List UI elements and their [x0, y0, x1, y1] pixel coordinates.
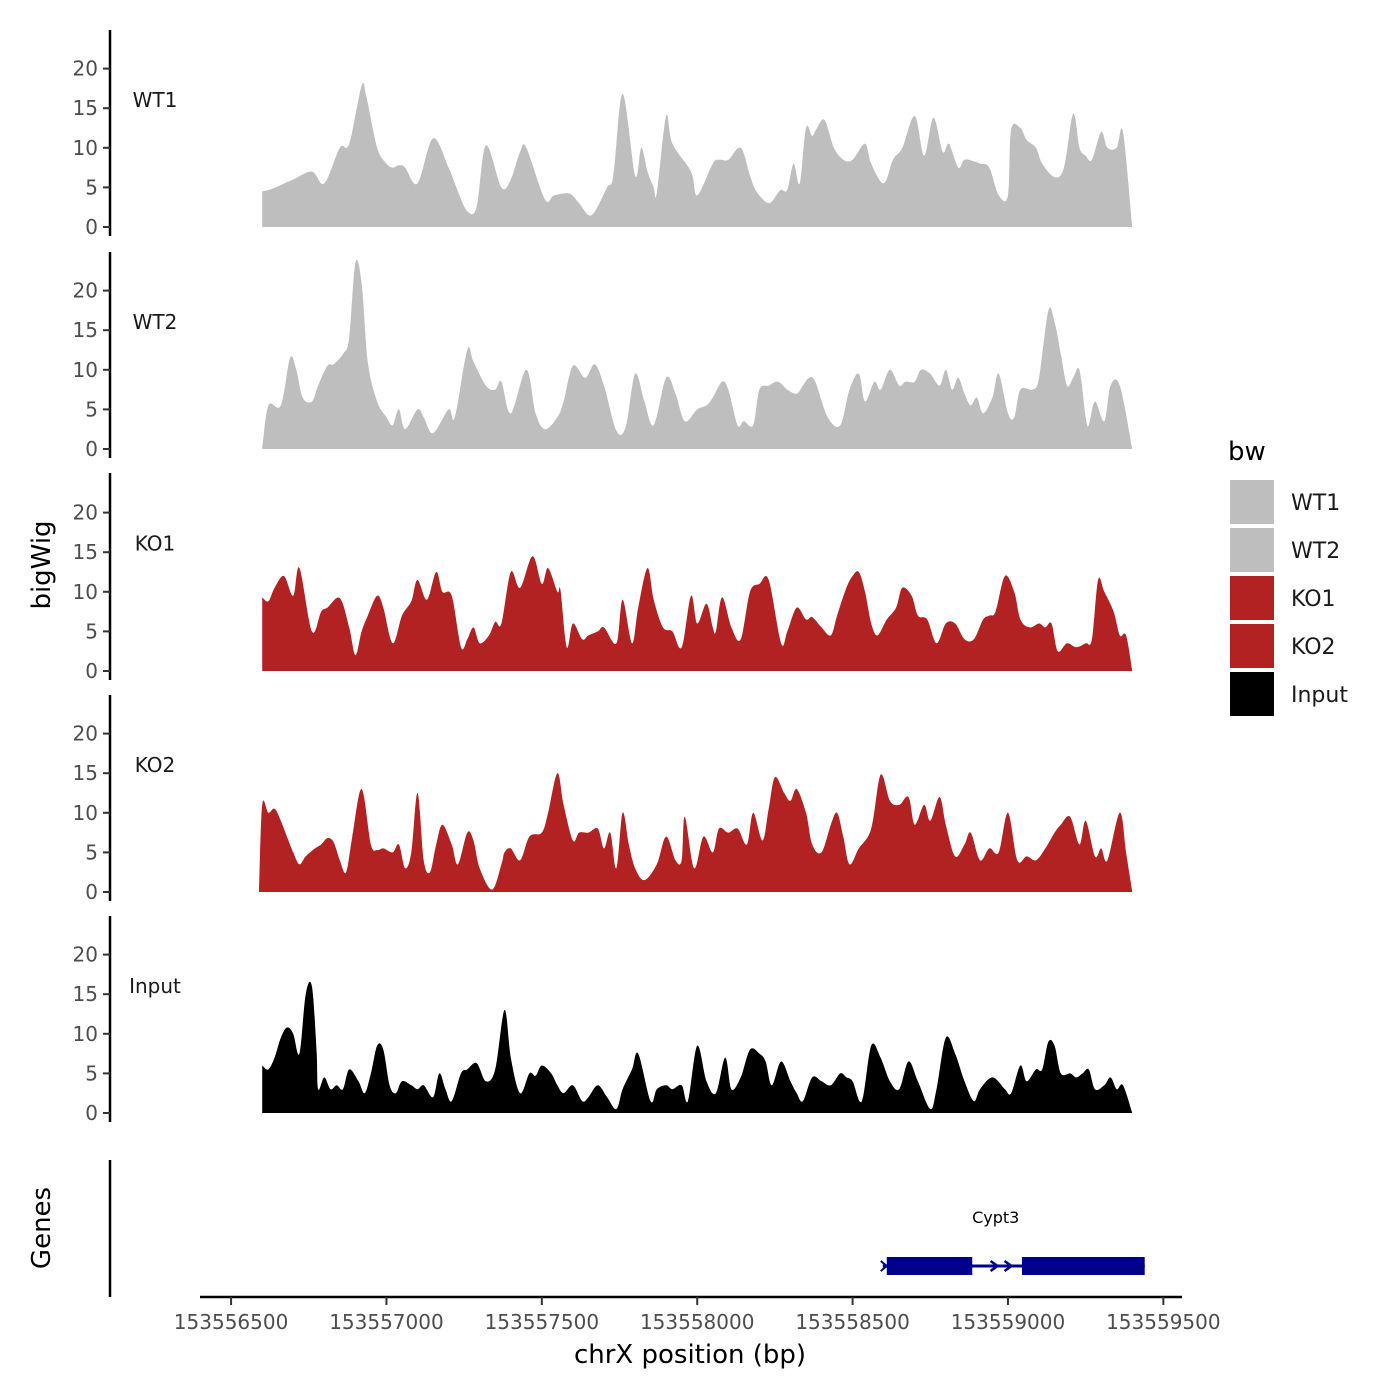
genes-track-title: Genes — [27, 1187, 57, 1269]
y-tick-label: 0 — [85, 880, 98, 904]
track-input: 0 5 10 15 20 Input — [73, 916, 1133, 1125]
legend-entry-input: Input — [1230, 672, 1348, 716]
legend-swatch — [1230, 480, 1274, 524]
legend-title: bw — [1228, 437, 1266, 467]
coverage-area-ko1 — [262, 556, 1133, 671]
x-axis-title: chrX position (bp) — [574, 1340, 806, 1370]
y-tick-label: 20 — [73, 943, 98, 967]
legend-label: Input — [1291, 683, 1348, 708]
x-tick-label: 153557000 — [329, 1310, 444, 1334]
y-tick-label: 10 — [73, 801, 98, 825]
x-axis: 153556500 153557000 153557500 153558000 1535… — [174, 1295, 1221, 1334]
y-tick-label: 20 — [73, 57, 98, 81]
y-tick-label: 5 — [85, 1061, 98, 1085]
x-tick-label: 153559000 — [951, 1310, 1066, 1334]
coverage-area-wt1 — [262, 82, 1133, 228]
y-tick-label: 0 — [85, 215, 98, 239]
legend-entry-ko1: KO1 — [1230, 576, 1336, 620]
x-tick-label: 153559500 — [1106, 1310, 1221, 1334]
track-ko2: 0 5 10 15 20 KO2 — [73, 695, 1133, 904]
x-tick-label: 153558500 — [795, 1310, 910, 1334]
legend: bw WT1 WT2 KO1 KO2 Input — [1228, 437, 1348, 716]
x-tick-label: 153556500 — [174, 1310, 289, 1334]
y-tick-label: 5 — [85, 840, 98, 864]
coverage-area-wt2 — [262, 259, 1133, 449]
y-tick-label: 20 — [73, 722, 98, 746]
coverage-area-ko2 — [259, 773, 1133, 892]
y-tick-label: 0 — [85, 437, 98, 461]
y-tick-label: 20 — [73, 501, 98, 525]
legend-label: WT1 — [1291, 491, 1340, 516]
y-tick-label: 0 — [85, 1101, 98, 1125]
track-label-input: Input — [129, 974, 181, 998]
track-label-wt2: WT2 — [133, 310, 178, 334]
x-tick-label: 153557500 — [485, 1310, 600, 1334]
legend-swatch — [1230, 624, 1274, 668]
legend-label: WT2 — [1291, 539, 1340, 564]
y-tick-label: 15 — [73, 318, 98, 342]
strand-arrow — [989, 1259, 1000, 1273]
legend-swatch — [1230, 576, 1274, 620]
gene-exon — [1021, 1257, 1145, 1275]
y-tick-label: 15 — [73, 540, 98, 564]
y-tick-label: 5 — [85, 175, 98, 199]
track-wt2: 0 5 10 15 20 WT2 — [73, 252, 1133, 461]
y-tick-label: 10 — [73, 580, 98, 604]
track-label-ko2: KO2 — [135, 753, 176, 777]
legend-label: KO2 — [1291, 635, 1336, 660]
y-tick-label: 5 — [85, 619, 98, 643]
y-tick-label: 0 — [85, 659, 98, 683]
y-tick-label: 10 — [73, 1022, 98, 1046]
genes-panel: Genes Cypt3 — [27, 1160, 1145, 1297]
strand-arrow — [1003, 1259, 1014, 1273]
legend-swatch — [1230, 528, 1274, 572]
legend-entry-wt2: WT2 — [1230, 528, 1340, 572]
coverage-area-input — [262, 981, 1133, 1113]
track-ko1: 0 5 10 15 20 KO1 — [73, 473, 1133, 683]
y-tick-label: 15 — [73, 982, 98, 1006]
y-tick-label: 20 — [73, 279, 98, 303]
y-tick-label: 5 — [85, 397, 98, 421]
gene-cypt3: Cypt3 — [880, 1208, 1145, 1275]
legend-label: KO1 — [1291, 587, 1336, 612]
gene-models: Cypt3 — [880, 1208, 1145, 1275]
coverage-tracks: 0 5 10 15 20 WT1 0 5 10 15 20 WT2 0 5 10 15 20 KO1 0 5 10 15 2… — [73, 30, 1133, 1125]
y-tick-label: 10 — [73, 136, 98, 160]
strand-arrow — [880, 1260, 889, 1272]
legend-entry-ko2: KO2 — [1230, 624, 1336, 668]
x-axis-ticks: 153556500 153557000 153557500 153558000 1535… — [174, 1297, 1221, 1334]
y-tick-label: 15 — [73, 96, 98, 120]
y-tick-label: 10 — [73, 358, 98, 382]
track-wt1: 0 5 10 15 20 WT1 — [73, 30, 1133, 239]
legend-swatch — [1230, 672, 1274, 716]
legend-entry-wt1: WT1 — [1230, 480, 1340, 524]
track-label-ko1: KO1 — [135, 532, 176, 556]
y-axis-title: bigWig — [27, 520, 57, 609]
gene-exon — [886, 1257, 973, 1275]
gene-name-label: Cypt3 — [972, 1208, 1019, 1227]
legend-items: WT1 WT2 KO1 KO2 Input — [1230, 480, 1348, 716]
y-tick-label: 15 — [73, 761, 98, 785]
x-tick-label: 153558000 — [640, 1310, 755, 1334]
track-label-wt1: WT1 — [133, 88, 178, 112]
